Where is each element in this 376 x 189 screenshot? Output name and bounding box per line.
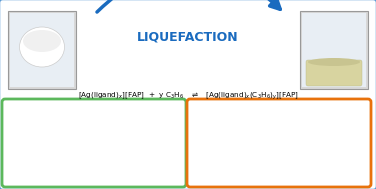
FancyArrowPatch shape (97, 0, 280, 12)
FancyBboxPatch shape (306, 60, 362, 86)
Text: 70 °C: 70 °C (233, 111, 247, 116)
Bar (271, 139, 283, 174)
Bar (212, 164, 223, 174)
FancyBboxPatch shape (302, 13, 366, 87)
FancyBboxPatch shape (300, 11, 368, 89)
Legend: $S^{ene}_{sol}$, $S^{ene}_{mem}$: $S^{ene}_{sol}$, $S^{ene}_{mem}$ (208, 97, 257, 107)
FancyBboxPatch shape (8, 11, 76, 89)
FancyBboxPatch shape (2, 99, 186, 187)
Bar (302, 147, 313, 174)
Bar (253, 162, 264, 174)
Ellipse shape (20, 27, 65, 67)
FancyBboxPatch shape (187, 99, 371, 187)
Text: 30 °C: 30 °C (233, 127, 247, 132)
Text: LIQUEFACTION: LIQUEFACTION (137, 30, 239, 43)
Bar (313, 163, 324, 174)
Y-axis label: SELECTIVITY / -: SELECTIVITY / - (188, 116, 193, 153)
Bar (331, 98, 343, 174)
Ellipse shape (23, 30, 61, 52)
Text: [Ag(ligand)$_x$][FAP]  +  y C$_3$H$_6$   $\rightleftharpoons$   [Ag(ligand)$_x$(: [Ag(ligand)$_x$][FAP] + y C$_3$H$_6$ $\r… (77, 90, 299, 102)
FancyBboxPatch shape (10, 13, 74, 87)
Bar (283, 161, 294, 174)
Bar (223, 169, 235, 174)
Bar (242, 143, 253, 174)
Ellipse shape (308, 58, 360, 66)
Bar (343, 151, 354, 174)
